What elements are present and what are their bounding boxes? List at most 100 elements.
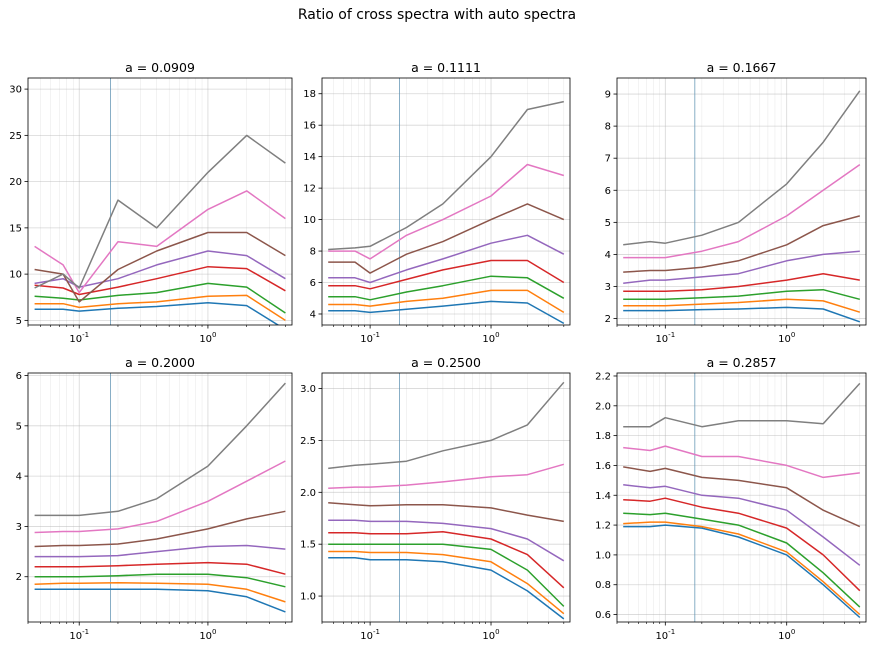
- chart-panel-5: 1.0 1.5 2.0 2.5 3.0 10-1 100 a = 0.2500: [300, 355, 571, 642]
- series-line-8: [623, 382, 861, 428]
- series-line-4: [623, 272, 860, 293]
- series-group: [328, 381, 565, 620]
- series-line-5: [328, 234, 565, 284]
- grid: [28, 78, 292, 325]
- axes-frame: [321, 77, 571, 326]
- series-line-4: [328, 259, 565, 290]
- series-group: [623, 382, 861, 619]
- y-tick-label: 2.2: [595, 371, 611, 382]
- series-line-8: [34, 134, 286, 289]
- y-tick-label: 15: [9, 223, 22, 234]
- x-tick-label: 10-1: [360, 331, 380, 345]
- series-line-2: [623, 521, 861, 616]
- series-line-1: [328, 556, 565, 620]
- series-line-3: [623, 288, 860, 301]
- chart-panel-2: 4 6 8 10 12 14 16 18 10-1 100 a = 0.1111: [303, 60, 571, 345]
- series-line-4: [623, 497, 861, 592]
- series-line-1: [34, 302, 280, 325]
- series-line-1: [34, 588, 286, 613]
- y-tick-label: 30: [9, 85, 22, 96]
- y-tick-label: 8: [310, 247, 316, 258]
- chart-panel-4: 2 3 4 5 6 10-1 100 a = 0.2000: [16, 355, 293, 642]
- x-tick-label: 100: [482, 331, 499, 345]
- figure-title: Ratio of cross spectra with auto spectra: [298, 7, 576, 23]
- series-line-7: [623, 163, 861, 259]
- y-tick-label: 12: [303, 184, 316, 195]
- series-line-2: [623, 298, 861, 313]
- y-tick-label: 6: [310, 278, 316, 289]
- y-tick-label: 14: [303, 152, 316, 163]
- series-line-3: [328, 543, 565, 607]
- series-line-7: [328, 163, 565, 260]
- panel-title: a = 0.1111: [411, 60, 481, 75]
- y-tick-label: 4: [310, 309, 316, 320]
- y-tick-label: 5: [605, 218, 611, 229]
- x-tick-label: 10-1: [655, 628, 675, 642]
- y-tick-label: 16: [303, 121, 316, 132]
- y-tick-label: 2.0: [300, 488, 316, 499]
- y-tick-label: 6: [16, 371, 22, 382]
- y-tick-label: 1.8: [595, 431, 611, 442]
- y-tick-label: 5: [16, 421, 22, 432]
- y-tick-label: 5: [16, 316, 22, 327]
- series-line-2: [34, 294, 286, 322]
- y-tick-label: 2.5: [300, 436, 316, 447]
- series-line-1: [328, 300, 565, 325]
- series-line-6: [623, 215, 860, 273]
- panel-title: a = 0.1667: [707, 60, 777, 75]
- y-tick-label: 18: [303, 89, 316, 100]
- y-tick-label: 3: [16, 522, 22, 533]
- series-line-6: [34, 231, 286, 303]
- axes-frame: [27, 77, 293, 326]
- series-line-5: [34, 544, 286, 558]
- series-group: [328, 100, 565, 325]
- series-line-4: [328, 530, 565, 589]
- series-group: [34, 134, 286, 325]
- panel-title: a = 0.2000: [125, 355, 195, 370]
- series-line-1: [623, 524, 861, 619]
- series-line-5: [328, 519, 565, 562]
- y-tick-label: 2: [16, 572, 22, 583]
- series-line-6: [328, 203, 565, 274]
- series-line-3: [34, 573, 286, 588]
- panel-title: a = 0.0909: [125, 60, 195, 75]
- series-line-7: [623, 445, 860, 479]
- axes-frame: [616, 77, 867, 326]
- series-line-3: [623, 512, 861, 608]
- series-line-6: [623, 466, 861, 528]
- y-tick-label: 4: [16, 472, 22, 483]
- y-tick-label: 7: [605, 154, 611, 165]
- y-tick-label: 1.0: [595, 550, 611, 561]
- series-line-2: [328, 289, 565, 314]
- y-tick-label: 2.0: [595, 401, 611, 412]
- panel-title: a = 0.2857: [707, 355, 777, 370]
- y-tick-label: 3: [605, 282, 611, 293]
- axes-frame: [321, 372, 571, 623]
- series-line-8: [34, 382, 286, 517]
- series-line-4: [34, 265, 286, 296]
- y-tick-label: 10: [303, 215, 316, 226]
- y-tick-label: 10: [9, 270, 22, 281]
- series-line-1: [623, 306, 861, 323]
- series-group: [623, 90, 861, 323]
- y-tick-label: 3.0: [300, 384, 316, 395]
- series-group: [34, 382, 286, 613]
- y-tick-label: 1.6: [595, 461, 611, 472]
- y-tick-label: 1.4: [595, 491, 611, 502]
- y-tick-label: 4: [605, 250, 611, 261]
- x-tick-label: 10-1: [69, 331, 89, 345]
- chart-panel-3: 2 3 4 5 6 7 8 9 10-1 100 a = 0.1667: [605, 60, 867, 345]
- x-tick-label: 10-1: [655, 331, 675, 345]
- chart-panel-6: 0.6 0.8 1.0 1.2 1.4 1.6 1.8 2.0 2.2 10-1 100 a = 0.…: [595, 355, 867, 642]
- grid: [617, 373, 866, 622]
- series-line-2: [34, 582, 286, 603]
- series-line-6: [34, 510, 286, 548]
- grid: [322, 78, 570, 325]
- panel-title: a = 0.2500: [411, 355, 481, 370]
- y-tick-label: 1.5: [300, 540, 316, 551]
- series-line-6: [328, 501, 564, 523]
- series-line-7: [34, 460, 286, 534]
- series-line-5: [623, 484, 861, 566]
- y-tick-label: 2: [605, 314, 611, 325]
